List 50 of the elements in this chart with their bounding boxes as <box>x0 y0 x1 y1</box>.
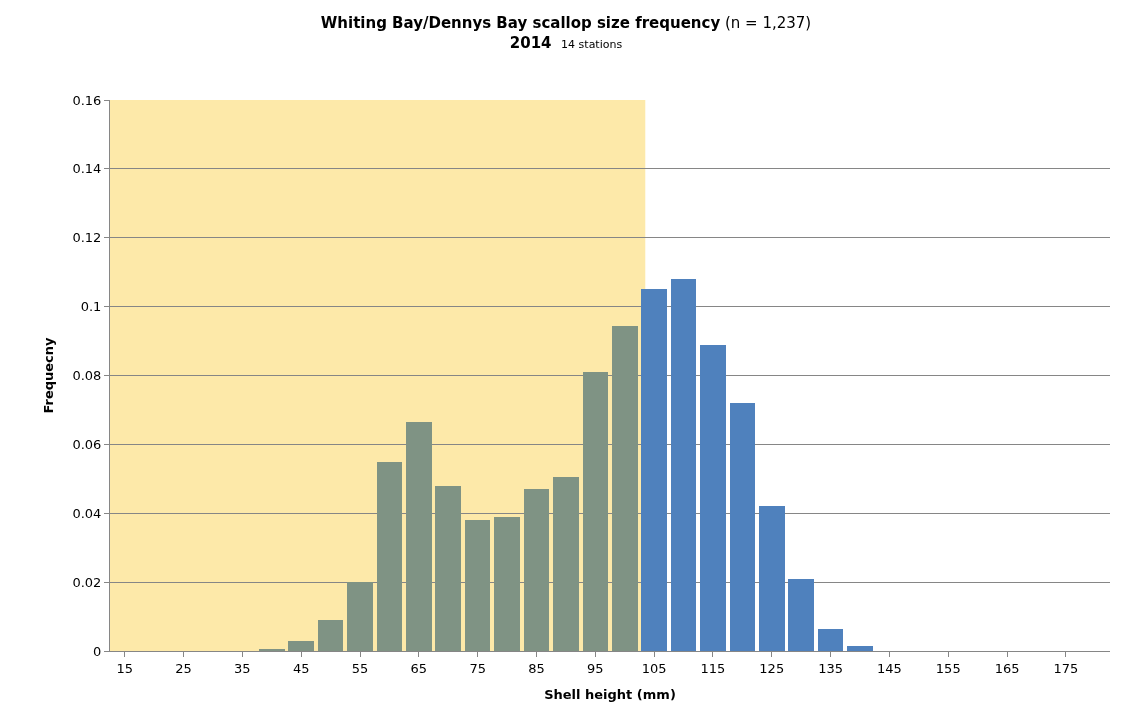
x-tick-label: 105 <box>641 660 667 676</box>
y-tick-label: 0.14 <box>72 161 102 177</box>
x-tick-label: 95 <box>587 660 604 676</box>
bar <box>347 582 373 651</box>
y-tick-label: 0.12 <box>72 230 102 246</box>
y-tick-label: 0.16 <box>72 92 102 108</box>
bar <box>435 486 461 651</box>
bar <box>318 620 343 651</box>
x-tick-label: 35 <box>234 660 251 676</box>
y-tick-label: 0.02 <box>72 574 102 590</box>
bar <box>377 462 402 651</box>
x-axis-title: Shell height (mm) <box>544 687 676 703</box>
bar <box>406 422 432 651</box>
x-tick-label: 65 <box>410 660 428 676</box>
x-tick-label: 115 <box>700 660 726 676</box>
x-tick-label: 145 <box>877 660 902 676</box>
chart-subtitle: 2014 14 stations <box>509 33 623 52</box>
bar <box>583 372 608 651</box>
x-tick-label: 25 <box>175 660 192 676</box>
x-tick-label: 135 <box>818 660 843 676</box>
x-tick-label: 155 <box>935 660 961 676</box>
bar <box>847 646 873 651</box>
y-tick-label: 0.1 <box>80 299 102 315</box>
y-tick-label: 0.08 <box>72 368 102 384</box>
bar <box>759 506 785 651</box>
bar <box>818 629 843 651</box>
bar <box>671 279 696 651</box>
x-tick-label: 175 <box>1053 660 1079 676</box>
y-tick-label: 0.04 <box>72 505 102 521</box>
x-tick-label: 45 <box>292 660 310 676</box>
y-tick-label: 0 <box>93 643 102 659</box>
bar <box>465 520 490 651</box>
x-tick-label: 165 <box>994 660 1020 676</box>
bar <box>641 289 667 651</box>
bar <box>553 477 579 651</box>
bar <box>730 403 755 651</box>
x-tick-label: 15 <box>116 660 133 676</box>
bar <box>288 641 314 651</box>
bar <box>524 489 549 651</box>
bar <box>494 517 520 651</box>
bar <box>700 345 726 651</box>
x-tick-label: 55 <box>351 660 369 676</box>
x-tick-label: 85 <box>528 660 545 676</box>
bar <box>612 326 638 651</box>
bar <box>788 579 814 651</box>
x-tick-label: 125 <box>759 660 785 676</box>
x-tick-label: 75 <box>469 660 486 676</box>
chart-title: Whiting Bay/Dennys Bay scallop size frequency (n = 1,237) <box>320 14 812 33</box>
y-axis-title: Frequecny <box>41 336 57 414</box>
y-tick-label: 0.06 <box>72 436 102 452</box>
